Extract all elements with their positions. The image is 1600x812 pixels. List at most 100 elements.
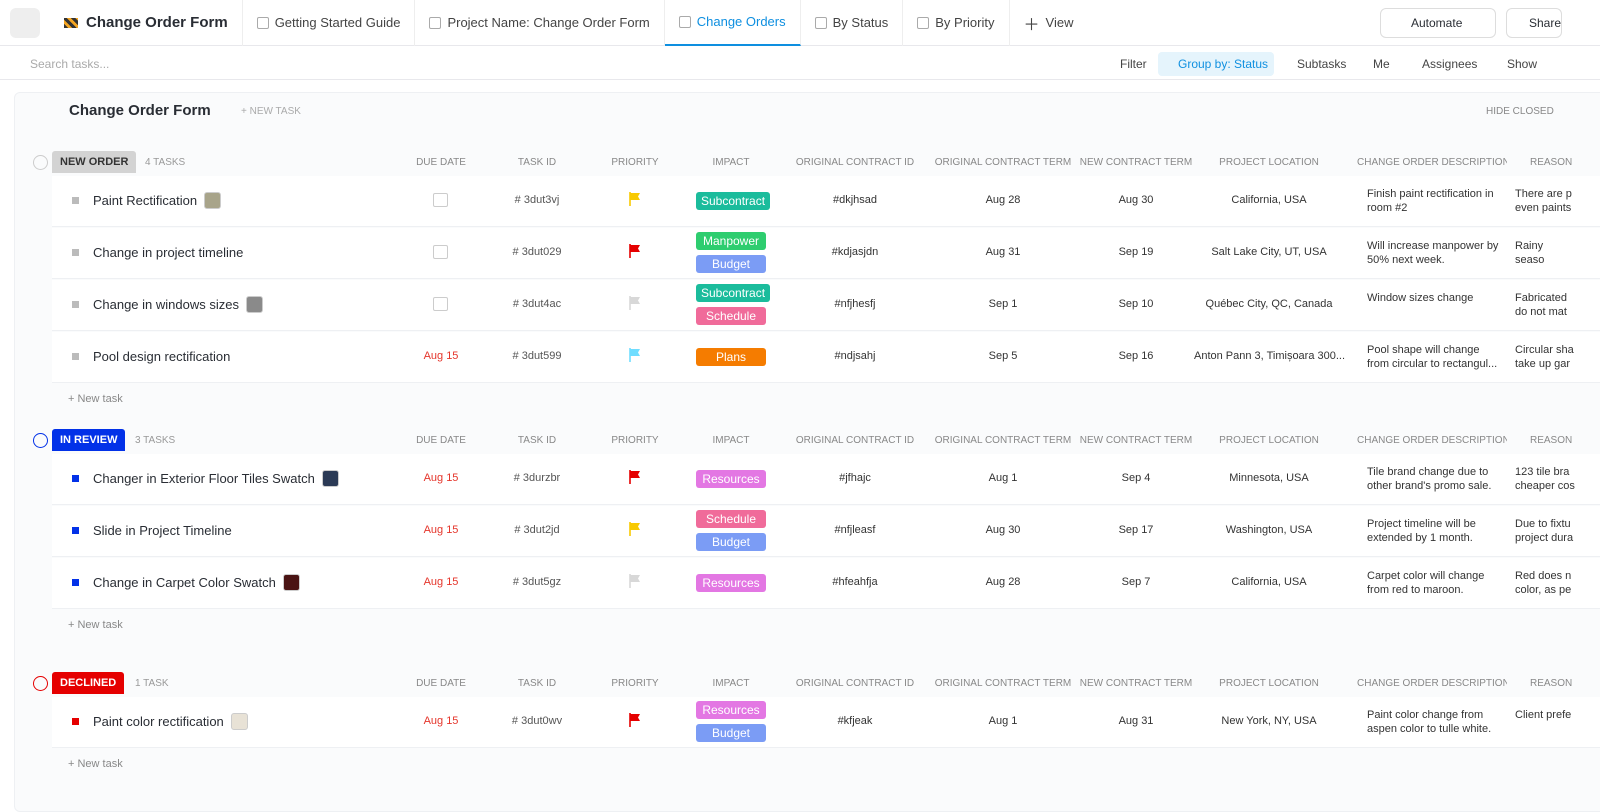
task-row — [52, 280, 1600, 331]
hide-closed[interactable]: HIDE CLOSED — [1486, 106, 1554, 117]
view-tab[interactable]: By Status — [801, 0, 904, 46]
task-name[interactable]: Change in project timeline — [93, 245, 244, 260]
status-badge: NEW ORDER — [52, 151, 137, 173]
status-square — [72, 197, 79, 204]
automate-button[interactable]: Automate — [1380, 8, 1496, 38]
status-square — [72, 527, 79, 534]
new-task-button[interactable]: + NEW TASK — [241, 106, 301, 117]
share-button[interactable]: Share — [1506, 8, 1562, 38]
me[interactable]: Me — [1373, 57, 1390, 71]
impact-tag: Resources — [696, 701, 766, 719]
priority-flag[interactable] — [629, 574, 641, 588]
new-contract-term: Sep 16 — [1118, 350, 1154, 362]
assignees[interactable]: Assignees — [1422, 57, 1478, 71]
priority-flag[interactable] — [629, 296, 641, 310]
column-header: NEW CONTRACT TERM — [1079, 678, 1193, 689]
add-task[interactable]: + New task — [68, 758, 123, 770]
view-tab[interactable]: Change Orders — [664, 0, 801, 46]
reason: There are p even paints — [1515, 188, 1572, 214]
due-date-empty[interactable] — [433, 297, 448, 311]
contract-id: #hfeahfja — [832, 576, 878, 588]
reason: 123 tile bra cheaper cos — [1515, 466, 1575, 492]
filter[interactable]: Filter — [1120, 57, 1147, 71]
impact-tag: Budget — [696, 533, 766, 551]
contract-term: Aug 1 — [988, 472, 1018, 484]
priority-flag[interactable] — [629, 470, 641, 484]
task-name[interactable]: Paint color rectification — [93, 714, 224, 729]
column-header: ORIGINAL CONTRACT ID — [795, 435, 915, 446]
app-logo[interactable] — [10, 7, 40, 38]
add-task[interactable]: + New task — [68, 393, 123, 405]
status-square — [72, 301, 79, 308]
subtasks[interactable]: Subtasks — [1297, 57, 1347, 71]
tab-label: Change Orders — [696, 14, 786, 29]
new-contract-term: Sep 4 — [1121, 472, 1151, 484]
column-header: REASON — [1530, 157, 1573, 168]
task-name[interactable]: Slide in Project Timeline — [93, 523, 232, 538]
task-row — [52, 454, 1600, 505]
add-view[interactable]: ＋ View — [1023, 15, 1074, 34]
task-name[interactable]: Pool design rectification — [93, 349, 231, 364]
due-date-empty[interactable] — [433, 245, 448, 259]
group-by[interactable]: Group by: Status — [1158, 52, 1275, 76]
column-header: CHANGE ORDER DESCRIPTION — [1357, 678, 1507, 689]
tab-icon — [429, 16, 442, 29]
task-name[interactable]: Paint Rectification — [93, 193, 198, 208]
task-name[interactable]: Change in Carpet Color Swatch — [93, 575, 276, 590]
search-input[interactable]: Search tasks... — [30, 57, 110, 71]
column-header: ORIGINAL CONTRACT ID — [795, 157, 915, 168]
collapse-toggle[interactable] — [33, 155, 48, 170]
status-square — [72, 579, 79, 586]
impact-tag: Resources — [696, 470, 766, 488]
contract-id: #nfjhesfj — [834, 298, 876, 310]
attachment-thumb — [321, 470, 339, 487]
view-tab[interactable]: By Priority — [903, 0, 1010, 46]
collapse-toggle[interactable] — [33, 433, 48, 448]
task-name[interactable]: Change in windows sizes — [93, 297, 239, 312]
label: View — [1045, 15, 1074, 30]
contract-term: Aug 1 — [988, 715, 1018, 727]
new-contract-term: Sep 10 — [1118, 298, 1154, 310]
impact-tag: Schedule — [696, 510, 766, 528]
priority-flag[interactable] — [629, 192, 641, 206]
tab-label: Project Name: Change Order Form — [447, 15, 650, 30]
contract-term: Sep 1 — [988, 298, 1018, 310]
view-tab[interactable]: Getting Started Guide — [243, 0, 416, 46]
contract-id: #dkjhsad — [832, 194, 878, 206]
add-task[interactable]: + New task — [68, 619, 123, 631]
reason: Rainy seaso gether with — [1515, 240, 1545, 266]
reason: Red does n color, as pe — [1515, 570, 1572, 596]
description: Pool shape will change from circular to … — [1367, 344, 1498, 370]
attachment-thumb — [245, 296, 263, 313]
tab-label: By Status — [832, 15, 889, 30]
task-id: # 3dut3vj — [514, 194, 560, 206]
priority-flag[interactable] — [629, 348, 641, 362]
task-row — [52, 697, 1600, 748]
priority-flag[interactable] — [629, 244, 641, 258]
view-tab[interactable]: Project Name: Change Order Form — [415, 0, 665, 46]
tab-label: Getting Started Guide — [274, 15, 401, 30]
tab-icon — [814, 16, 827, 29]
priority-flag[interactable] — [629, 522, 641, 536]
due-date: Aug 15 — [423, 715, 459, 727]
impact-tag: Budget — [696, 724, 766, 742]
new-contract-term: Aug 31 — [1118, 715, 1154, 727]
attachment-thumb — [204, 192, 222, 209]
contract-term: Aug 28 — [985, 576, 1021, 588]
status-badge: DECLINED — [52, 672, 125, 694]
show[interactable]: Show — [1507, 57, 1538, 71]
tab-label: By Priority — [935, 15, 995, 30]
reason: Client prefe — [1515, 709, 1572, 721]
status-square — [72, 475, 79, 482]
project-location: California, USA — [1231, 194, 1307, 206]
column-header: PROJECT LOCATION — [1219, 435, 1319, 446]
description: Will increase manpower by 50% next week. — [1367, 240, 1499, 266]
priority-flag[interactable] — [629, 713, 641, 727]
task-name[interactable]: Changer in Exterior Floor Tiles Swatch — [93, 471, 315, 486]
collapse-toggle[interactable] — [33, 676, 48, 691]
impact-tag: Subcontract — [696, 192, 771, 210]
task-id: # 3dut599 — [512, 350, 562, 362]
impact-tag: Schedule — [696, 307, 766, 325]
due-date-empty[interactable] — [433, 193, 448, 207]
status-square — [72, 353, 79, 360]
